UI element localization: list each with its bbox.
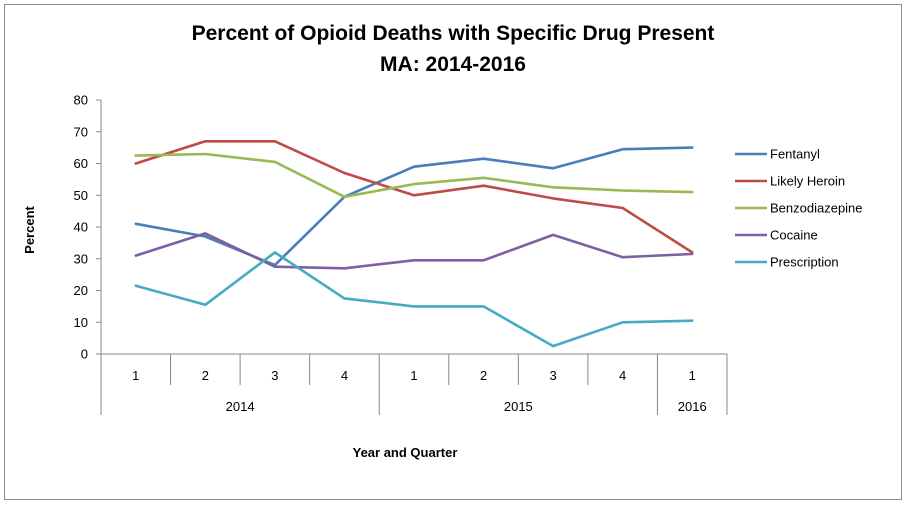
y-tick-label: 10	[74, 315, 88, 330]
x-group-label: 2015	[504, 399, 533, 414]
y-tick-label: 0	[81, 347, 88, 362]
legend-label-cocaine: Cocaine	[770, 228, 818, 243]
x-tick-label: 1	[410, 368, 417, 383]
legend: Fentanyl Likely Heroin Benzodiazepine Cocai…	[735, 147, 863, 270]
legend-label-prescription: Prescription	[770, 255, 839, 270]
x-tick-label: 3	[549, 368, 556, 383]
series-line-prescription	[134, 251, 694, 348]
y-tick-label: 20	[74, 283, 88, 298]
x-tick-label: 1	[689, 368, 696, 383]
x-tick-label: 2	[202, 368, 209, 383]
x-axis-title: Year and Quarter	[353, 445, 458, 460]
axes: 0 10 20 30 40 50 60 70 80 1 2 3 4 1 2 3 4 1 2014 2015 2016	[74, 93, 728, 415]
series-line-cocaine	[134, 232, 694, 270]
series-line-fentanyl	[134, 146, 694, 267]
y-axis-title: Percent	[22, 205, 37, 253]
legend-label-likely-heroin: Likely Heroin	[770, 174, 845, 189]
x-tick-label: 1	[132, 368, 139, 383]
chart-subtitle: MA: 2014-2016	[380, 53, 526, 76]
y-tick-label: 70	[74, 124, 88, 139]
y-tick-label: 50	[74, 188, 88, 203]
chart-frame	[4, 4, 902, 500]
x-tick-label: 3	[271, 368, 278, 383]
legend-label-fentanyl: Fentanyl	[770, 147, 820, 162]
y-tick-label: 30	[74, 251, 88, 266]
x-tick-label: 4	[341, 368, 348, 383]
y-tick-label: 40	[74, 220, 88, 235]
legend-label-benzodiazepine: Benzodiazepine	[770, 201, 863, 216]
x-group-label: 2014	[226, 399, 255, 414]
series-lines	[134, 140, 694, 348]
y-tick-label: 80	[74, 93, 88, 108]
x-group-label: 2016	[678, 399, 707, 414]
chart-title: Percent of Opioid Deaths with Specific D…	[192, 22, 715, 45]
x-tick-label: 4	[619, 368, 626, 383]
series-line-benzodiazepine	[134, 152, 694, 199]
series-line-likely-heroin	[134, 140, 694, 254]
y-tick-label: 60	[74, 156, 88, 171]
x-tick-label: 2	[480, 368, 487, 383]
